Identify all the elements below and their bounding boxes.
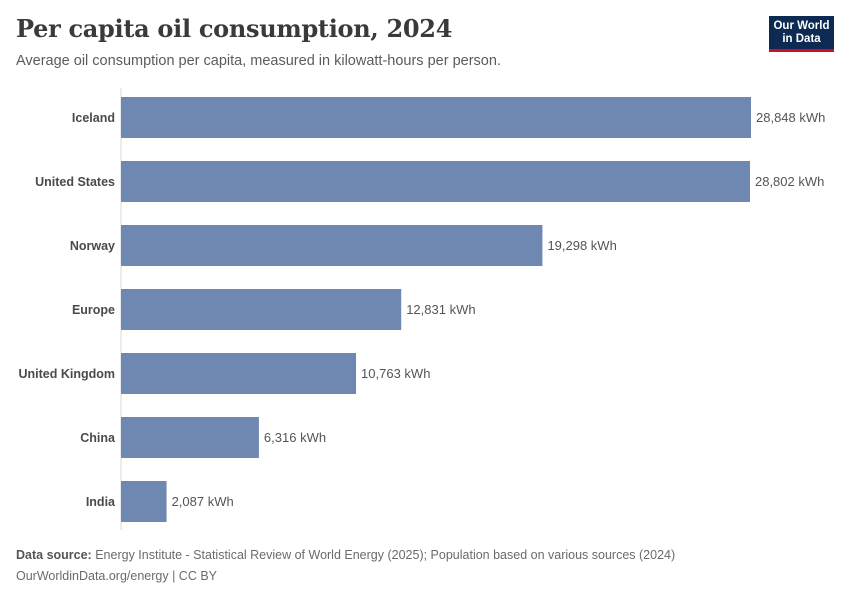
- value-label: 2,087 kWh: [172, 494, 234, 509]
- value-label: 10,763 kWh: [361, 366, 430, 381]
- category-label: India: [86, 495, 116, 509]
- bar-norway[interactable]: [121, 225, 543, 266]
- category-label: Iceland: [72, 111, 115, 125]
- bar-europe[interactable]: [121, 289, 402, 330]
- value-label: 28,802 kWh: [755, 174, 824, 189]
- credit-line[interactable]: OurWorldinData.org/energy | CC BY: [16, 569, 218, 583]
- value-label: 12,831 kWh: [406, 302, 475, 317]
- value-label: 6,316 kWh: [264, 430, 326, 445]
- category-label: Norway: [70, 239, 115, 253]
- value-label: 28,848 kWh: [756, 110, 825, 125]
- category-label: United Kingdom: [18, 367, 115, 381]
- data-source: Data source: Energy Institute - Statisti…: [16, 548, 675, 562]
- data-source-text: Energy Institute - Statistical Review of…: [95, 548, 676, 562]
- category-label: United States: [35, 175, 115, 189]
- bar-united-kingdom[interactable]: [121, 353, 357, 394]
- data-source-label: Data source:: [16, 548, 92, 562]
- chart-subtitle: Average oil consumption per capita, meas…: [16, 53, 501, 69]
- value-label: 19,298 kWh: [547, 238, 616, 253]
- logo-line-2: in Data: [782, 33, 821, 45]
- bar-india[interactable]: [121, 481, 167, 522]
- category-label: Europe: [72, 303, 115, 317]
- logo-line-1: Our World: [773, 20, 830, 32]
- bar-iceland[interactable]: [121, 97, 751, 138]
- category-label: China: [80, 431, 116, 445]
- chart-title: Per capita oil consumption, 2024: [16, 14, 453, 43]
- bar-china[interactable]: [121, 417, 259, 458]
- owid-logo[interactable]: Our World in Data: [769, 16, 834, 52]
- bar-united-states[interactable]: [121, 161, 750, 202]
